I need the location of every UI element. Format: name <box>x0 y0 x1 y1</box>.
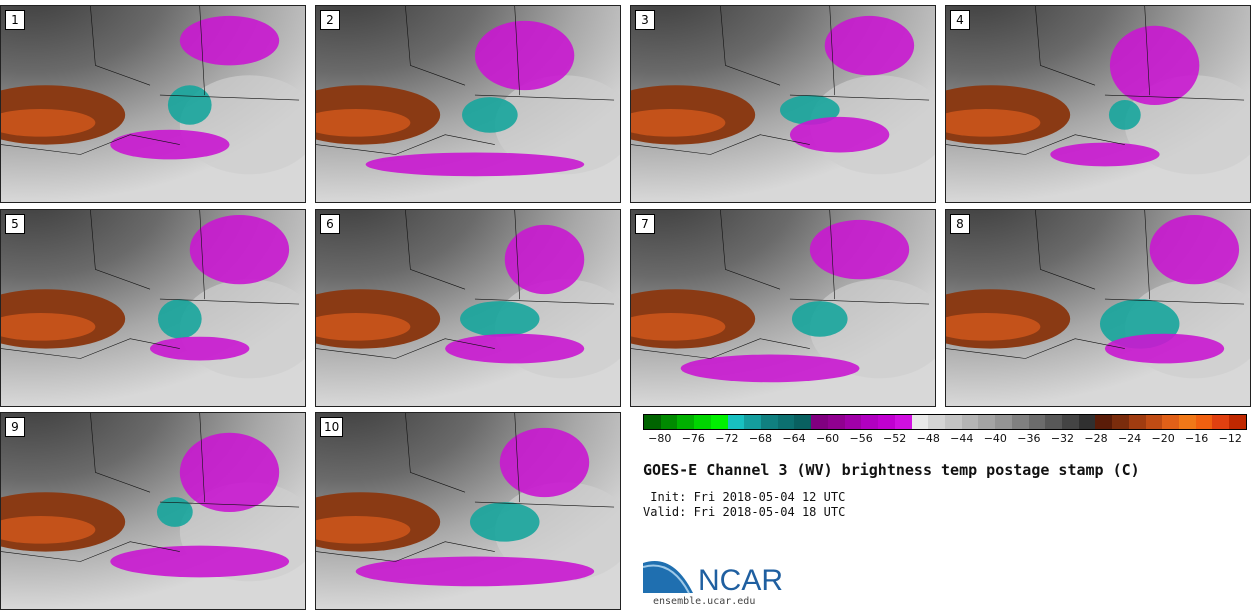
panel-7: 7 <box>630 209 936 407</box>
colorbar-tick-label: −16 <box>1185 432 1209 445</box>
colorbar-tick-label: −44 <box>950 432 974 445</box>
colorbar-tick-label: −24 <box>1117 432 1142 445</box>
colorbar-swatch <box>1229 415 1246 429</box>
colorbar-swatch <box>1212 415 1230 429</box>
colorbar-tick-label: −48 <box>916 432 940 445</box>
colorbar-swatch <box>694 415 711 429</box>
colorbar-swatch <box>677 415 695 429</box>
panel-2: 2 <box>315 5 621 203</box>
colorbar <box>643 414 1247 430</box>
panel-8: 8 <box>945 209 1251 407</box>
colorbar-swatch <box>1078 415 1096 429</box>
ensemble-url: ensemble.ucar.edu <box>653 596 756 607</box>
colorbar-swatch <box>1179 415 1196 429</box>
colorbar-tick-label: −52 <box>883 432 907 445</box>
colorbar-swatch <box>1128 415 1146 429</box>
colorbar-swatch <box>861 415 879 429</box>
colorbar-swatch <box>1028 415 1046 429</box>
colorbar-tick-label: −56 <box>849 432 873 445</box>
colorbar-swatch <box>744 415 762 429</box>
colorbar-swatch <box>1011 415 1029 429</box>
colorbar-swatch <box>1045 415 1062 429</box>
colorbar-tick-label: −72 <box>715 432 739 445</box>
colorbar-swatch <box>944 415 962 429</box>
colorbar-swatch <box>1195 415 1213 429</box>
ncar-logo: NCAR <box>643 561 783 595</box>
valid-time: Valid: Fri 2018-05-04 18 UTC <box>643 505 846 519</box>
colorbar-swatch <box>660 415 678 429</box>
colorbar-swatch <box>827 415 845 429</box>
colorbar-swatch <box>811 415 828 429</box>
colorbar-swatch <box>1095 415 1113 429</box>
colorbar-tick-label: −64 <box>782 432 806 445</box>
panel-label: 3 <box>635 10 655 30</box>
init-time: Init: Fri 2018-05-04 12 UTC <box>643 490 846 504</box>
logo-text: NCAR <box>698 564 783 595</box>
colorbar-swatch <box>761 415 778 429</box>
panel-label: 8 <box>950 214 970 234</box>
colorbar-tick-label: −20 <box>1151 432 1175 445</box>
colorbar-ticks: −80 −76 −72 −68 −64 −60 −56 −52 −48 −44 −40 −36 −32−… <box>643 432 1247 452</box>
panel-6: 6 <box>315 209 621 407</box>
colorbar-swatch <box>710 415 728 429</box>
colorbar-tick-label: −36 <box>1017 432 1041 445</box>
colorbar-swatch <box>727 415 745 429</box>
panel-5: 5 <box>0 209 306 407</box>
colorbar-swatch <box>928 415 945 429</box>
figure-title: GOES-E Channel 3 (WV) brightness temp po… <box>643 461 1140 479</box>
colorbar-swatch <box>644 415 661 429</box>
panel-label: 6 <box>320 214 340 234</box>
colorbar-swatch <box>844 415 862 429</box>
colorbar-swatch <box>978 415 996 429</box>
colorbar-tick-label: −12 <box>1218 432 1242 445</box>
colorbar-tick-label: −40 <box>983 432 1007 445</box>
colorbar-swatch <box>794 415 812 429</box>
colorbar-tick-label: −76 <box>681 432 705 445</box>
colorbar-swatch <box>995 415 1012 429</box>
panel-label: 7 <box>635 214 655 234</box>
panel-label: 1 <box>5 10 25 30</box>
colorbar-swatch <box>961 415 979 429</box>
panel-label: 9 <box>5 417 25 437</box>
panel-4: 4 <box>945 5 1251 203</box>
colorbar-tick-label: −80 <box>648 432 672 445</box>
colorbar-swatch <box>777 415 795 429</box>
colorbar-swatch <box>911 415 929 429</box>
colorbar-tick-label: −60 <box>815 432 840 445</box>
panel-label: 5 <box>5 214 25 234</box>
panel-1: 1 <box>0 5 306 203</box>
colorbar-tick-label: −32 <box>1050 432 1075 445</box>
panel-3: 3 <box>630 5 936 203</box>
colorbar-tick-label: −28 <box>1084 432 1108 445</box>
colorbar-tick-label: −68 <box>748 432 773 445</box>
colorbar-swatch <box>1061 415 1079 429</box>
colorbar-swatch <box>878 415 895 429</box>
panel-label: 4 <box>950 10 970 30</box>
colorbar-swatch <box>1145 415 1163 429</box>
panel-9: 9 <box>0 412 306 610</box>
colorbar-swatch <box>1112 415 1129 429</box>
colorbar-swatch <box>1162 415 1179 429</box>
panel-label: 2 <box>320 10 340 30</box>
colorbar-swatch <box>894 415 912 429</box>
panel-label: 10 <box>320 417 344 437</box>
panel-10: 10 <box>315 412 621 610</box>
